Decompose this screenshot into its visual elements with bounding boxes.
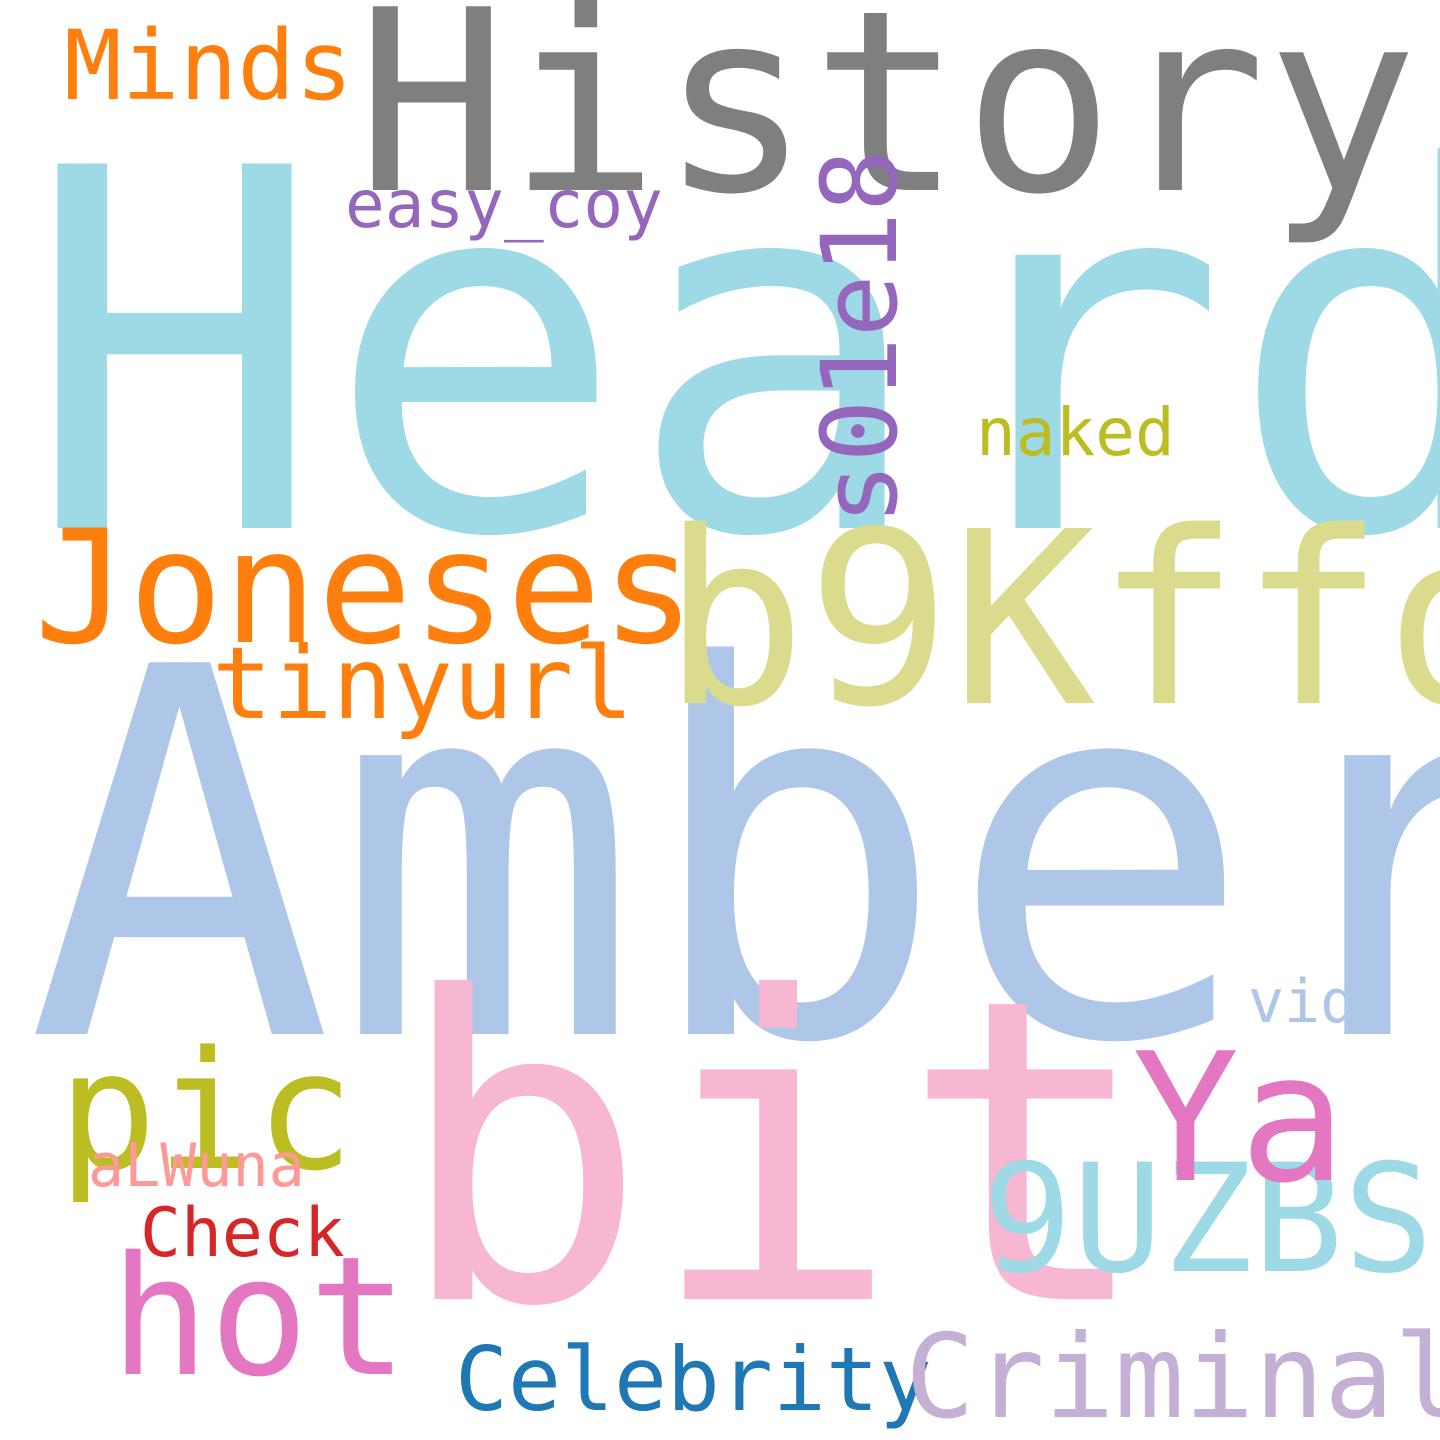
word-criminal: Criminal (905, 1310, 1440, 1440)
word-heard: Heard (24, 64, 1440, 646)
word-bit: bit (395, 910, 1154, 1399)
word-amber: Amber (26, 562, 1440, 1155)
word-ya: Ya (1132, 1015, 1347, 1222)
word-tinyurl: tinyurl (212, 625, 634, 742)
word-naked: naked (976, 394, 1175, 471)
word-alwuna: aLWuna (88, 1131, 305, 1201)
word-easy-coy: easy_coy (345, 166, 663, 243)
word-s01e18: s01e18 (799, 149, 921, 525)
word-minds: Minds (64, 10, 353, 122)
word-pic: pic (58, 1016, 355, 1207)
word-9uzbsb: 9UZBSB (982, 1133, 1440, 1307)
word-joneses: Joneses (34, 497, 696, 680)
word-vids: vids (1248, 967, 1393, 1037)
word-hot: hot (110, 1221, 409, 1413)
word-celebrity: Celebrity (455, 1328, 932, 1431)
word-b9kffo: b9Kffo (662, 480, 1440, 760)
word-check: Check (140, 1194, 345, 1273)
word-history: History (356, 0, 1419, 250)
